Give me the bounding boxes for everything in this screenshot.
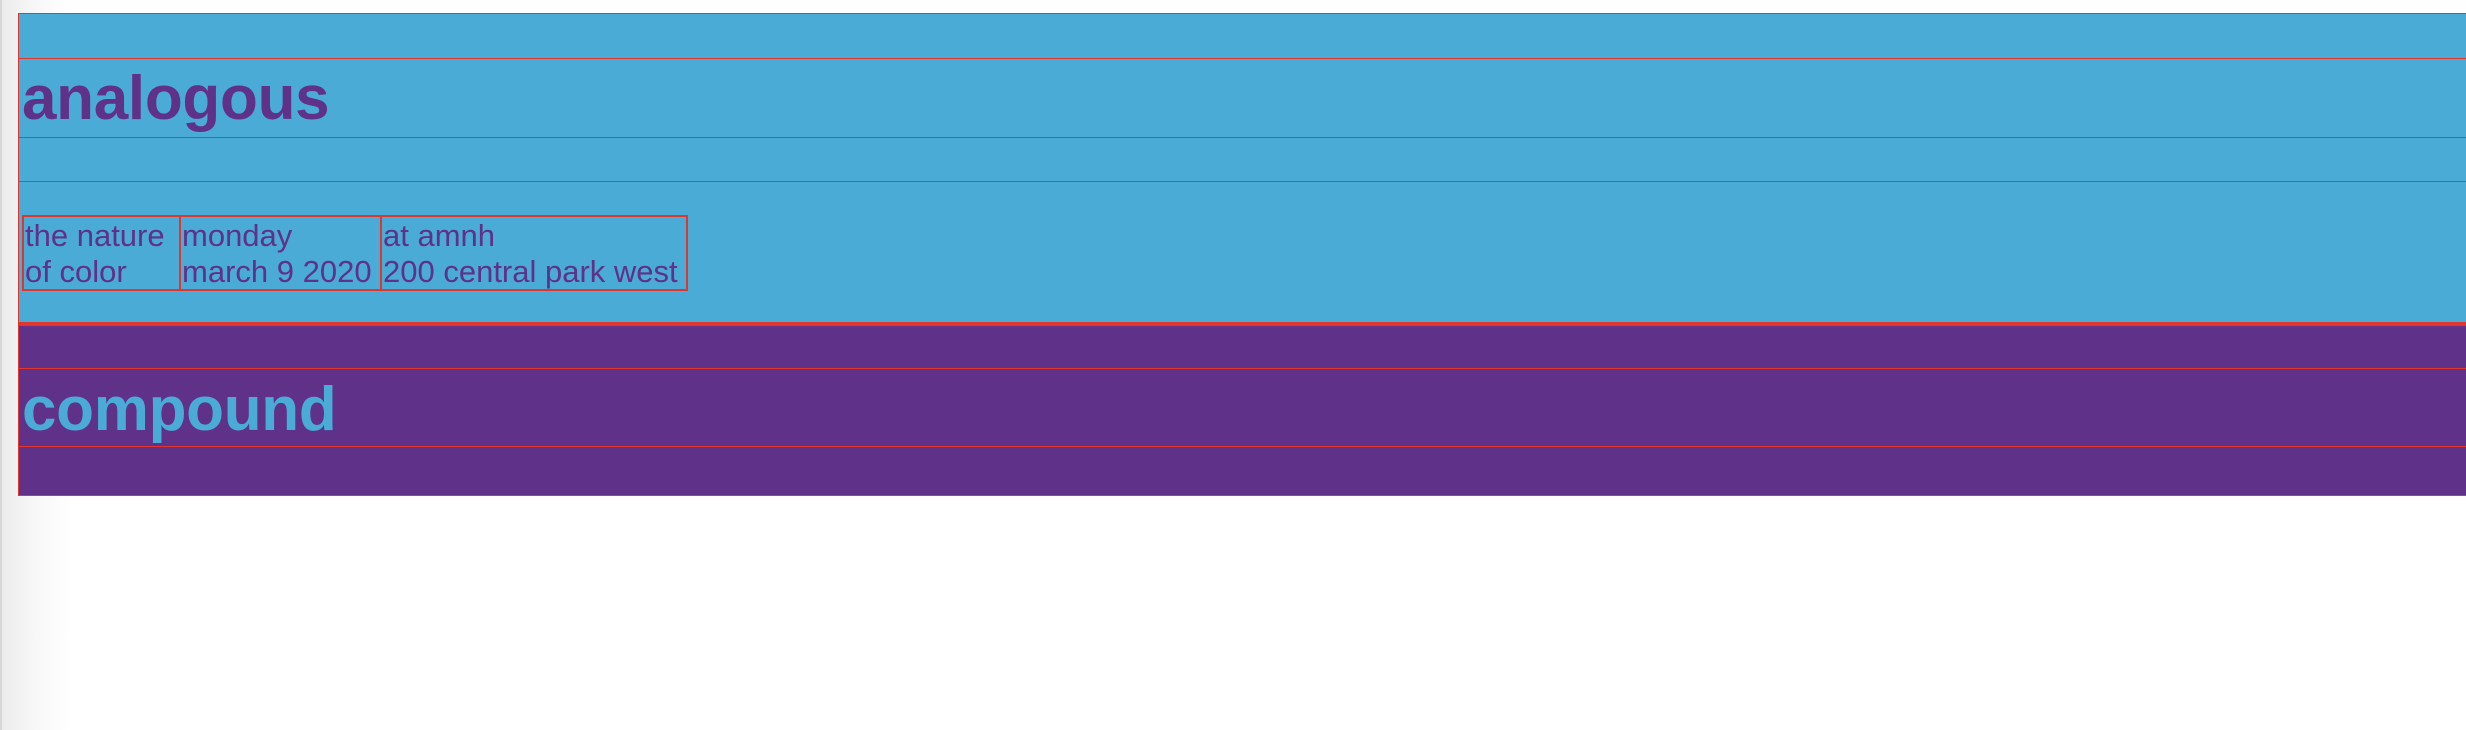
exhibit-name-line-1: the nature bbox=[25, 218, 165, 253]
analogous-section: analogous the nature of color monday mar… bbox=[18, 13, 2466, 326]
compound-title: compound bbox=[22, 375, 337, 444]
exhibit-name-line-2: of color bbox=[25, 254, 127, 289]
event-location-cell: at amnh 200 central park west bbox=[380, 215, 688, 291]
event-date-cell: monday march 9 2020 bbox=[179, 215, 382, 291]
section-divider bbox=[18, 58, 2466, 59]
exhibit-name-cell: the nature of color bbox=[22, 215, 181, 291]
event-date: march 9 2020 bbox=[182, 254, 372, 289]
section-divider bbox=[18, 368, 2466, 369]
analogous-title: analogous bbox=[22, 64, 330, 133]
section-divider bbox=[18, 446, 2466, 447]
compound-section: compound bbox=[18, 326, 2466, 496]
section-divider bbox=[18, 181, 2466, 182]
event-day: monday bbox=[182, 218, 293, 253]
event-address: 200 central park west bbox=[383, 254, 678, 289]
event-venue: at amnh bbox=[383, 218, 496, 253]
section-divider bbox=[18, 137, 2466, 138]
event-info-row: the nature of color monday march 9 2020 … bbox=[22, 215, 688, 291]
